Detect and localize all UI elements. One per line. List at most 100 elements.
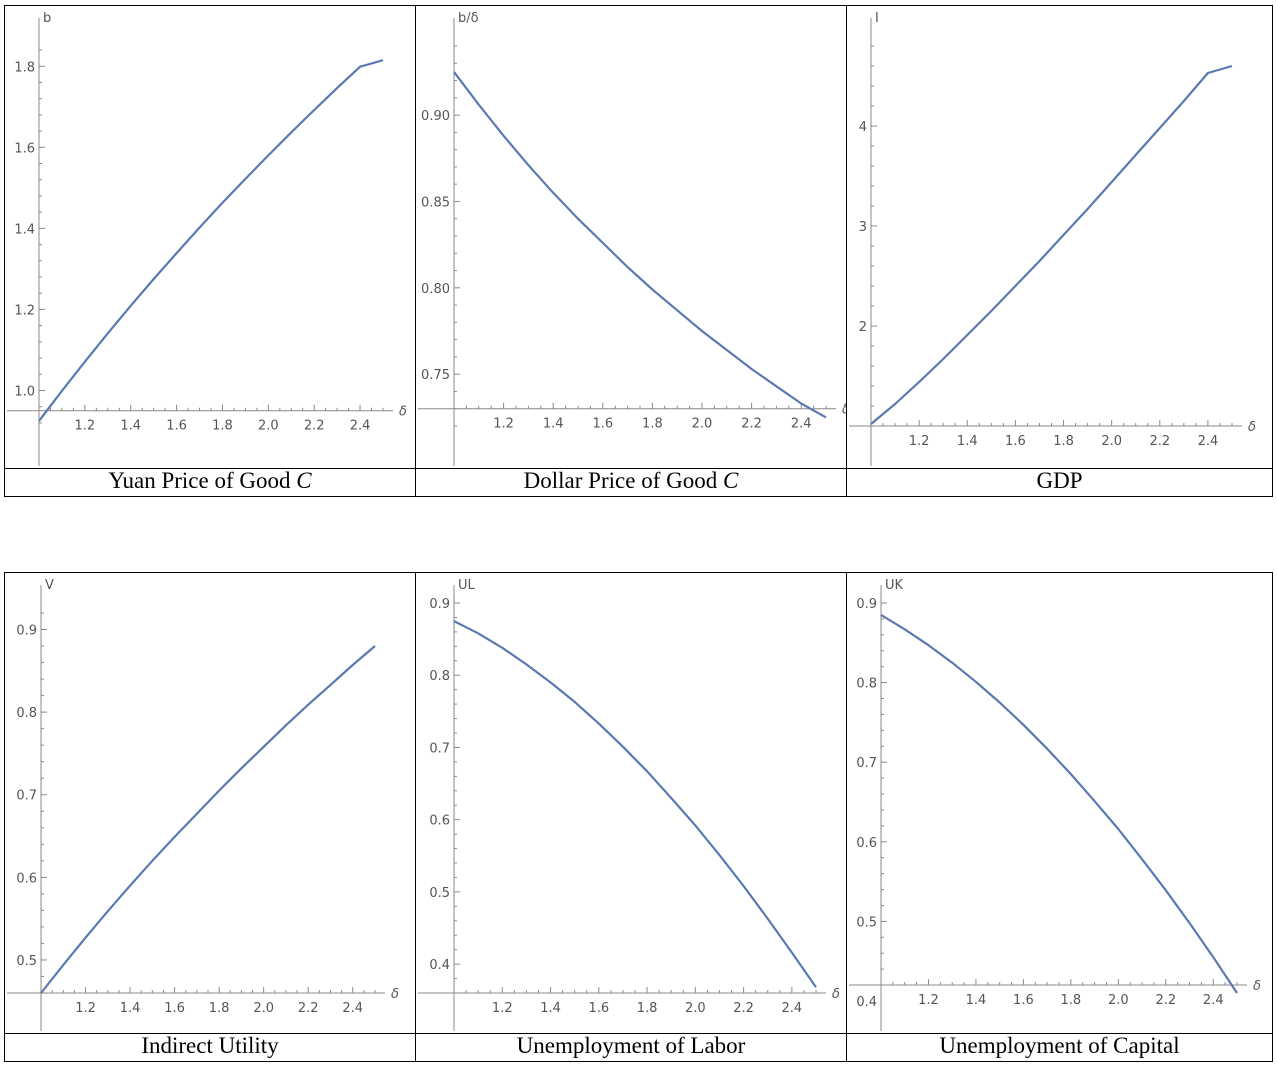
series-line (40, 645, 376, 994)
caption-unemployment-labor: Unemployment of Labor (415, 1033, 847, 1062)
y-axis-title: b/δ (458, 11, 479, 26)
y-tick-label: 0.5 (429, 886, 450, 901)
x-tick-label: 1.6 (166, 419, 187, 434)
x-tick-label: 1.4 (120, 419, 141, 434)
chart-cell-dollar-price: 1.2 1.4 1.6 1.8 2.0 2.2 2.4 δ 0.75 0.80 0.85 0.90 b/… (415, 5, 847, 469)
y-tick-label: 0.5 (856, 915, 877, 930)
chart-unemployment-labor: 1.2 1.4 1.6 1.8 2.0 2.2 2.4 δ 0.4 0.5 0.6 0.7 0.8 0.9… (418, 578, 840, 1031)
y-tick-label: 1.8 (14, 60, 35, 75)
x-tick-label: 1.2 (75, 1001, 96, 1016)
y-tick-label: 3 (859, 220, 867, 235)
caption-dollar-price: Dollar Price of Good C (415, 468, 847, 497)
chart-yuan-price: 1.2 1.4 1.6 1.8 2.0 2.2 2.4 δ 1.0 1.2 1.4 1.6 1.8 b (7, 11, 407, 466)
y-tick-label: 0.7 (856, 756, 877, 771)
caption-indirect-utility: Indirect Utility (4, 1033, 416, 1062)
x-tick-label: 1.2 (492, 1001, 513, 1016)
x-axis-title: δ (832, 987, 840, 1002)
chart-cell-indirect-utility: 1.2 1.4 1.6 1.8 2.0 2.2 2.4 δ 0.5 0.6 0.7 0.8 0.9 V (4, 572, 416, 1034)
x-tick-label: 1.4 (120, 1001, 141, 1016)
y-tick-label: 0.80 (421, 282, 450, 297)
y-tick-label: 0.8 (16, 706, 37, 721)
y-tick-label: 0.9 (429, 597, 450, 612)
x-tick-label: 2.0 (692, 417, 713, 432)
y-tick-label: 0.4 (429, 958, 450, 973)
chart-row-bottom: 1.2 1.4 1.6 1.8 2.0 2.2 2.4 δ 0.5 0.6 0.7 0.8 0.9 V 1… (4, 572, 1273, 1062)
x-axis-title: δ (1253, 979, 1261, 994)
y-tick-label: 0.6 (16, 871, 37, 886)
y-tick-label: 1.2 (14, 303, 35, 318)
x-tick-label: 1.4 (543, 417, 564, 432)
x-tick-label: 2.4 (350, 419, 371, 434)
y-tick-label: 0.7 (429, 741, 450, 756)
series-line (453, 71, 827, 419)
y-axis-title: V (45, 578, 54, 593)
chart-cell-gdp: 1.2 1.4 1.6 1.8 2.0 2.2 2.4 δ 2 3 4 I (846, 5, 1273, 469)
series-line (870, 64, 1233, 425)
x-tick-label: 2.2 (1149, 434, 1170, 449)
x-tick-label: 2.0 (1101, 434, 1122, 449)
x-tick-label: 2.4 (1198, 434, 1219, 449)
caption-gdp: GDP (846, 468, 1273, 497)
y-tick-label: 0.90 (421, 109, 450, 124)
y-tick-label: 0.4 (856, 995, 877, 1010)
x-tick-label: 2.2 (304, 419, 325, 434)
y-tick-label: 1.4 (14, 222, 35, 237)
x-tick-label: 2.4 (1203, 993, 1224, 1008)
series-line (38, 59, 384, 422)
y-tick-label: 0.6 (429, 814, 450, 829)
y-axis-title: UK (885, 578, 904, 593)
chart-cell-yuan-price: 1.2 1.4 1.6 1.8 2.0 2.2 2.4 δ 1.0 1.2 1.4 1.6 1.8 b (4, 5, 416, 469)
caption-unemployment-capital: Unemployment of Capital (846, 1033, 1273, 1062)
chart-cell-unemployment-capital: 1.2 1.4 1.6 1.8 2.0 2.2 2.4 δ 0.4 0.5 0.6 0.7 0.8 0.9… (846, 572, 1273, 1034)
series-line (453, 620, 817, 988)
y-axis-title: UL (458, 578, 476, 593)
chart-row-top: 1.2 1.4 1.6 1.8 2.0 2.2 2.4 δ 1.0 1.2 1.4 1.6 1.8 b 1… (4, 5, 1273, 497)
chart-gdp: 1.2 1.4 1.6 1.8 2.0 2.2 2.4 δ 2 3 4 I (849, 11, 1256, 466)
x-axis-title: δ (391, 987, 399, 1002)
x-tick-label: 2.0 (1108, 993, 1129, 1008)
x-tick-label: 1.8 (1053, 434, 1074, 449)
x-tick-label: 1.6 (1013, 993, 1034, 1008)
y-tick-label: 1.0 (14, 384, 35, 399)
y-tick-label: 0.85 (421, 195, 450, 210)
chart-dollar-price: 1.2 1.4 1.6 1.8 2.0 2.2 2.4 δ 0.75 0.80 0.85 0.90 b/… (418, 11, 846, 466)
y-tick-label: 0.8 (856, 677, 877, 692)
y-tick-label: 0.75 (421, 368, 450, 383)
x-tick-label: 2.0 (258, 419, 279, 434)
y-tick-label: 0.9 (856, 597, 877, 612)
x-axis-title: δ (842, 403, 846, 418)
x-tick-label: 2.2 (733, 1001, 754, 1016)
caption-yuan-price: Yuan Price of Good C (4, 468, 416, 497)
x-tick-label: 2.0 (253, 1001, 274, 1016)
y-tick-label: 0.7 (16, 789, 37, 804)
chart-cell-unemployment-labor: 1.2 1.4 1.6 1.8 2.0 2.2 2.4 δ 0.4 0.5 0.6 0.7 0.8 0.9… (415, 572, 847, 1034)
y-tick-label: 4 (859, 120, 867, 135)
y-tick-label: 0.9 (16, 624, 37, 639)
x-tick-label: 1.6 (588, 1001, 609, 1016)
x-tick-label: 1.2 (493, 417, 514, 432)
x-tick-label: 1.8 (637, 1001, 658, 1016)
x-tick-label: 1.6 (592, 417, 613, 432)
x-tick-label: 1.8 (1061, 993, 1082, 1008)
y-axis-title: I (875, 11, 879, 26)
series-line (880, 613, 1238, 994)
x-tick-label: 2.2 (298, 1001, 319, 1016)
y-tick-label: 0.5 (16, 954, 37, 969)
x-tick-label: 1.4 (966, 993, 987, 1008)
x-tick-label: 1.8 (212, 419, 233, 434)
x-tick-label: 1.4 (957, 434, 978, 449)
x-tick-label: 2.4 (782, 1001, 803, 1016)
y-tick-label: 2 (859, 320, 867, 335)
x-tick-label: 2.2 (1155, 993, 1176, 1008)
x-tick-label: 1.2 (909, 434, 930, 449)
x-tick-label: 2.0 (685, 1001, 706, 1016)
x-tick-label: 1.6 (1005, 434, 1026, 449)
x-tick-label: 2.4 (791, 417, 812, 432)
x-axis-title: δ (1248, 420, 1256, 435)
x-tick-label: 2.2 (741, 417, 762, 432)
chart-indirect-utility: 1.2 1.4 1.6 1.8 2.0 2.2 2.4 δ 0.5 0.6 0.7 0.8 0.9 V (7, 578, 399, 1031)
x-tick-label: 2.4 (342, 1001, 363, 1016)
x-tick-label: 1.6 (164, 1001, 185, 1016)
chart-unemployment-capital: 1.2 1.4 1.6 1.8 2.0 2.2 2.4 δ 0.4 0.5 0.6 0.7 0.8 0.9… (849, 578, 1261, 1031)
x-tick-label: 1.2 (918, 993, 939, 1008)
